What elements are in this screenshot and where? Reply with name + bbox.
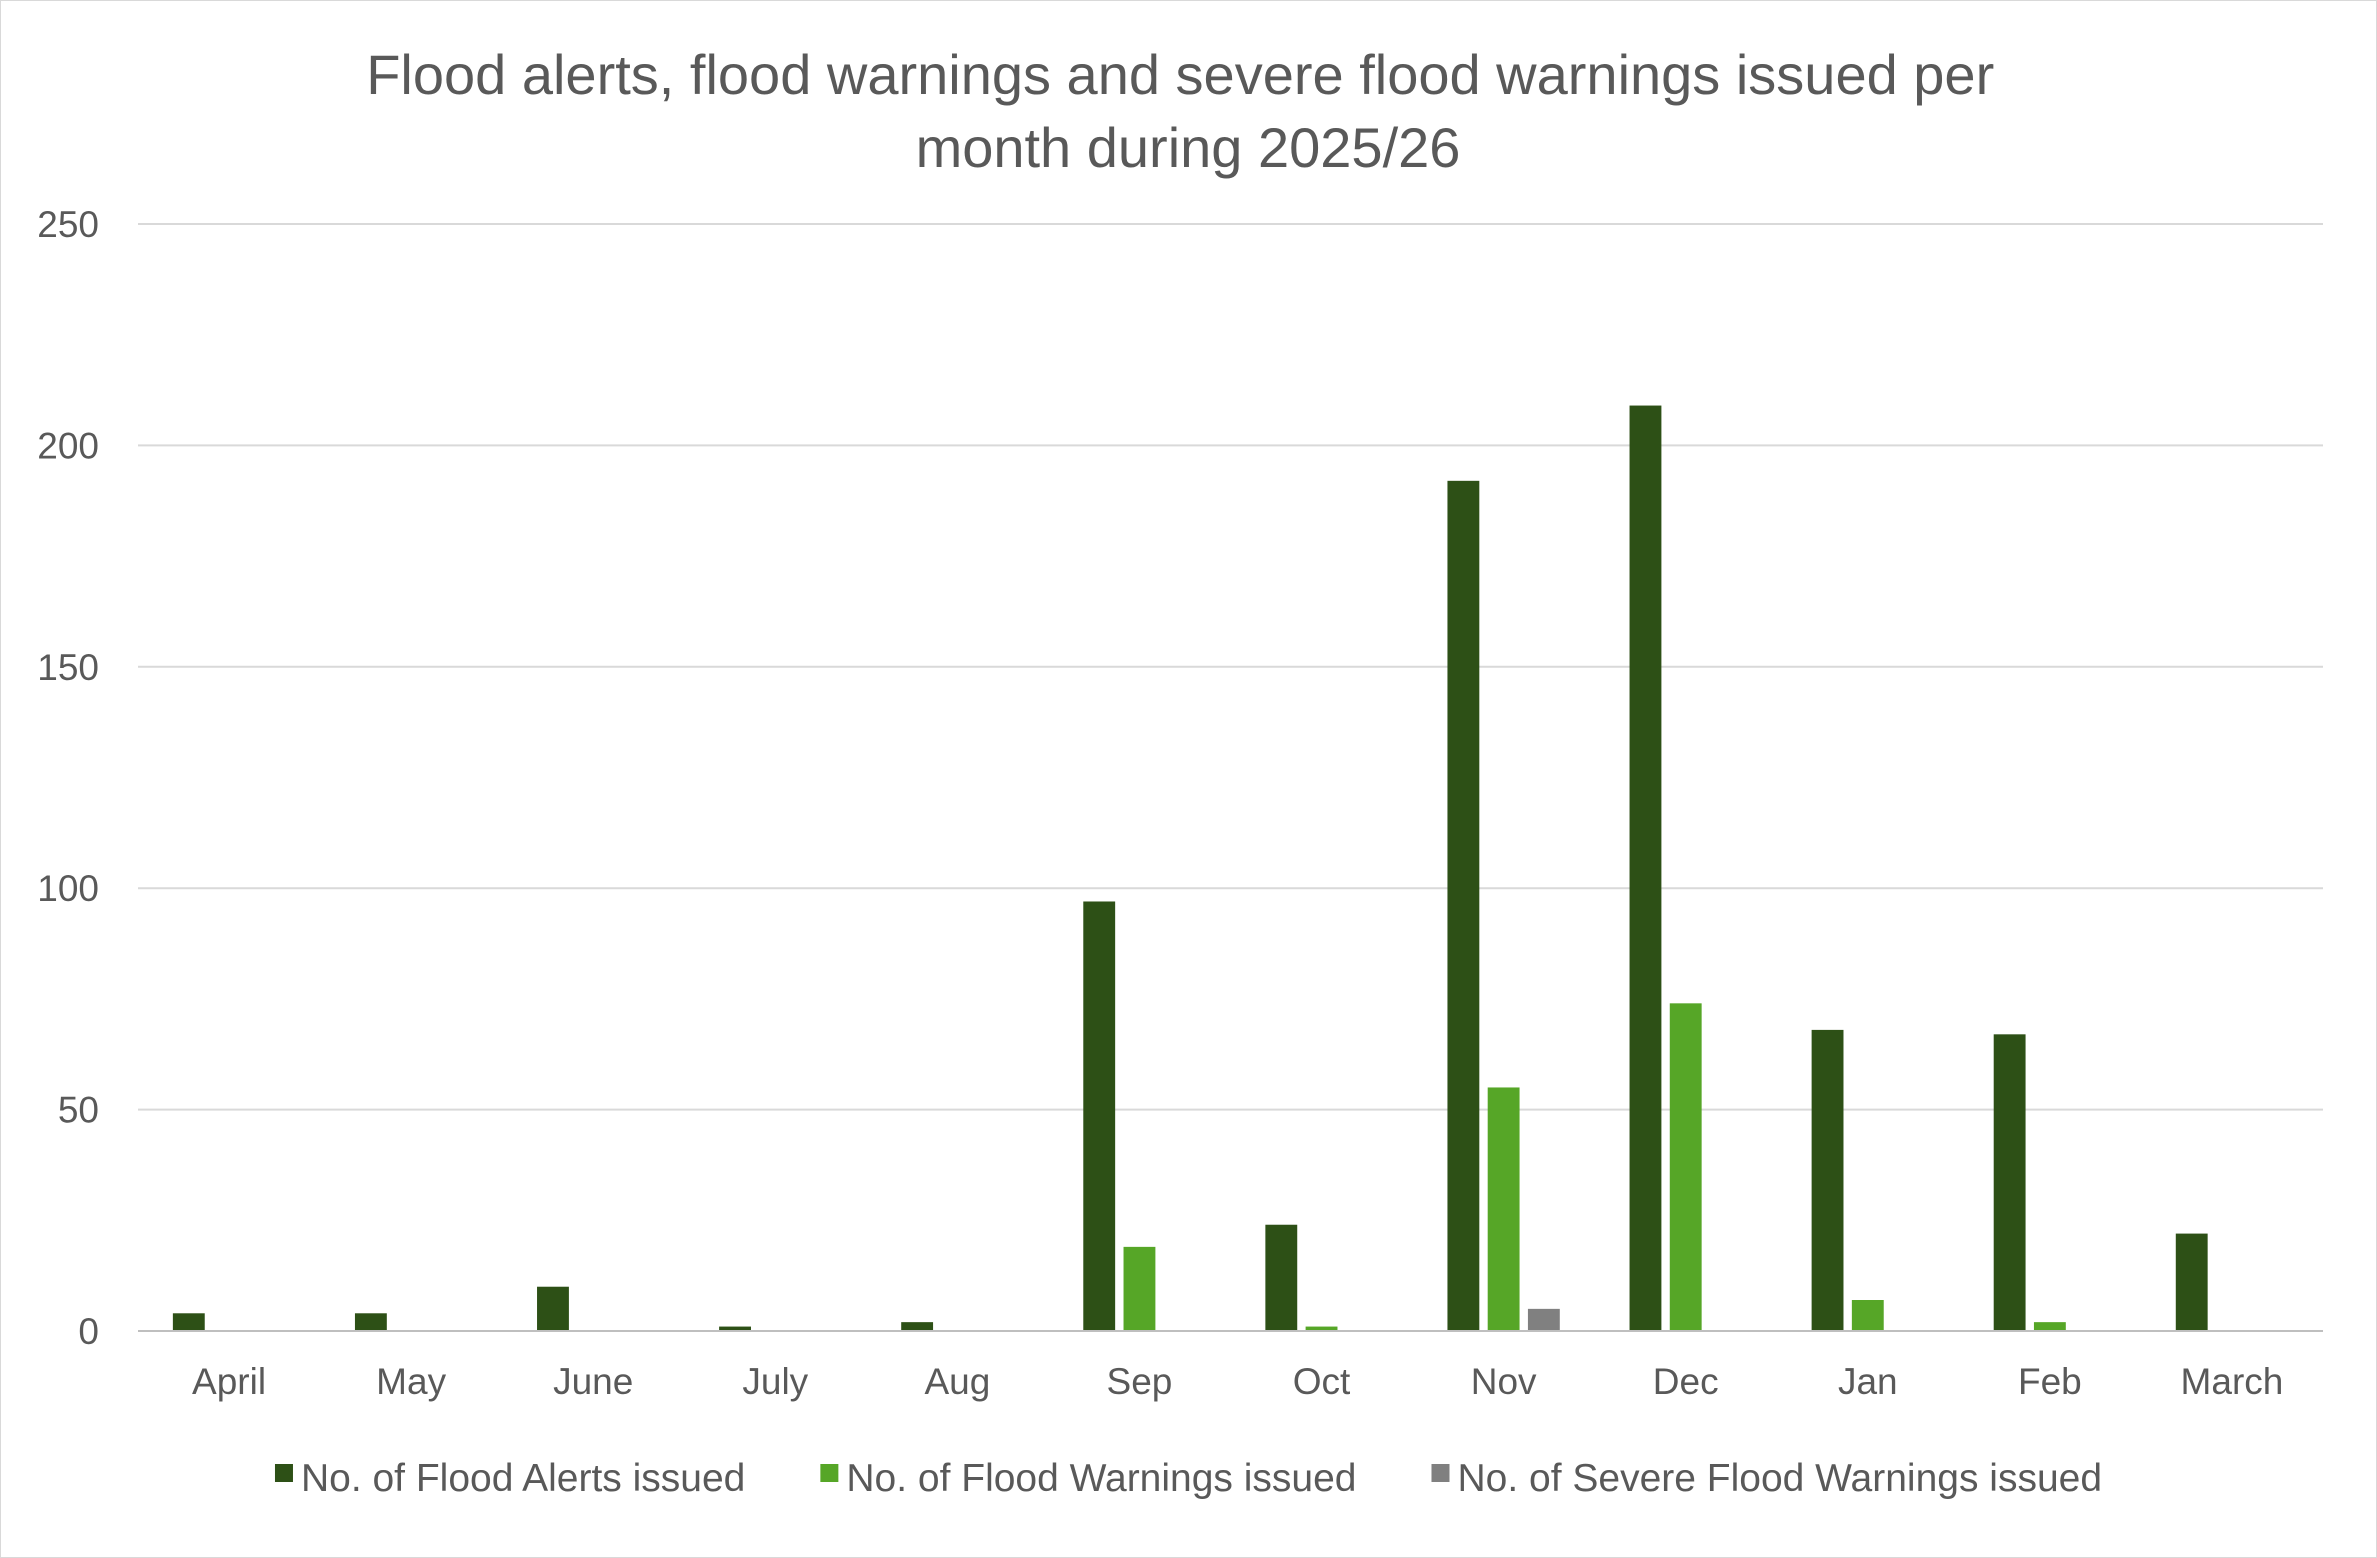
y-tick-label-3: 150 <box>37 647 99 688</box>
legend-item-2: No. of Severe Flood Warnings issued <box>1431 1457 2102 1500</box>
bar-sep-series-0 <box>1083 901 1116 1331</box>
x-tick-label-april: April <box>192 1361 266 1402</box>
bar-feb-series-0 <box>1993 1034 2026 1331</box>
bars <box>172 405 2208 1332</box>
bar-nov-series-2 <box>1527 1308 1560 1331</box>
bar-june-series-0 <box>537 1286 569 1331</box>
bar-jan-series-0 <box>1811 1029 1844 1331</box>
x-tick-label-sep: Sep <box>1107 1361 1173 1402</box>
bar-dec-series-0 <box>1629 405 1662 1332</box>
x-tick-label-nov: Nov <box>1471 1361 1537 1402</box>
legend-swatch-2 <box>1431 1464 1450 1482</box>
legend: No. of Flood Alerts issued No. of Flood W… <box>274 1457 2102 1500</box>
bar-nov-series-0 <box>1447 480 1480 1332</box>
y-tick-label-5: 250 <box>37 204 99 245</box>
bar-dec-series-1 <box>1669 1003 1702 1331</box>
x-tick-label-march: March <box>2181 1361 2284 1402</box>
bar-march-series-0 <box>2175 1233 2208 1331</box>
x-tick-label-jan: Jan <box>1838 1361 1898 1402</box>
x-axis-ticks: April May June July Aug Sep Oct Nov Dec Jan Feb Mar… <box>192 1361 2283 1402</box>
x-tick-label-june: June <box>553 1361 633 1402</box>
bar-may-series-0 <box>354 1313 387 1331</box>
bar-aug-series-0 <box>901 1322 934 1331</box>
y-tick-label-4: 200 <box>37 425 99 466</box>
bar-nov-series-1 <box>1487 1087 1520 1331</box>
bar-oct-series-1 <box>1305 1326 1338 1331</box>
bar-jan-series-1 <box>1851 1300 1884 1331</box>
chart-title-line-1: Flood alerts, flood warnings and severe … <box>366 43 1994 106</box>
x-tick-label-dec: Dec <box>1653 1361 1719 1402</box>
gridlines <box>138 223 2323 1111</box>
y-axis-ticks: 0 50 100 150 200 250 <box>37 204 99 1352</box>
legend-swatch-1 <box>820 1464 839 1482</box>
bar-april-series-0 <box>172 1313 205 1331</box>
legend-item-0: No. of Flood Alerts issued <box>274 1457 745 1500</box>
bar-feb-series-1 <box>2033 1322 2066 1331</box>
legend-label-2: No. of Severe Flood Warnings issued <box>1457 1457 2102 1500</box>
x-tick-label-feb: Feb <box>2018 1361 2082 1402</box>
y-tick-label-0: 0 <box>78 1311 99 1352</box>
y-tick-label-2: 100 <box>37 868 99 909</box>
legend-item-1: No. of Flood Warnings issued <box>820 1457 1356 1500</box>
x-tick-label-oct: Oct <box>1293 1361 1351 1402</box>
legend-label-0: No. of Flood Alerts issued <box>301 1457 745 1500</box>
bar-oct-series-0 <box>1265 1224 1298 1331</box>
legend-swatch-0 <box>274 1464 293 1482</box>
bar-sep-series-1 <box>1123 1246 1156 1331</box>
y-tick-label-1: 50 <box>58 1090 99 1131</box>
chart-title-line-2: month during 2025/26 <box>916 116 1461 179</box>
x-tick-label-aug: Aug <box>924 1361 990 1402</box>
chart-title: Flood alerts, flood warnings and severe … <box>366 43 2010 179</box>
x-tick-label-may: May <box>376 1361 446 1402</box>
legend-label-1: No. of Flood Warnings issued <box>846 1457 1356 1500</box>
x-tick-label-july: July <box>742 1361 808 1402</box>
bar-july-series-0 <box>719 1326 751 1331</box>
